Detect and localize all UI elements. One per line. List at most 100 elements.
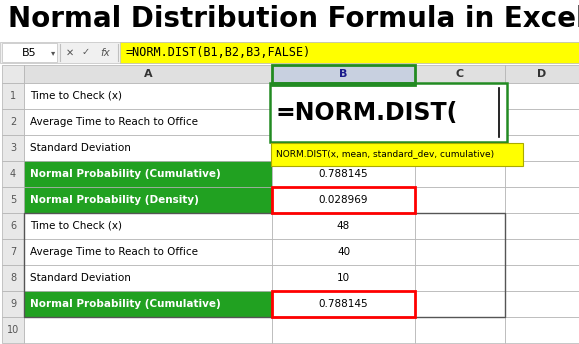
Text: 10: 10 <box>7 325 19 335</box>
Bar <box>505 291 579 317</box>
Bar <box>2 265 24 291</box>
Bar <box>272 291 415 317</box>
Bar <box>415 291 505 317</box>
Bar <box>272 317 415 343</box>
Bar <box>505 109 579 135</box>
Bar <box>505 265 579 291</box>
Bar <box>415 135 505 161</box>
Text: Normal Probability (Density): Normal Probability (Density) <box>30 195 199 205</box>
Text: ▾: ▾ <box>51 48 55 57</box>
Text: 10: 10 <box>337 273 350 283</box>
Bar <box>415 161 505 187</box>
Text: Normal Probability (Cumulative): Normal Probability (Cumulative) <box>30 169 221 179</box>
Text: C: C <box>456 69 464 79</box>
Bar <box>505 65 579 83</box>
Text: 48: 48 <box>337 221 350 231</box>
Text: Average Time to Reach to Office: Average Time to Reach to Office <box>30 117 198 127</box>
Text: 0.028969: 0.028969 <box>319 195 368 205</box>
Bar <box>415 109 505 135</box>
Bar <box>24 317 272 343</box>
Bar <box>415 265 505 291</box>
Bar <box>505 317 579 343</box>
Bar <box>24 239 272 265</box>
Text: fx: fx <box>100 47 110 57</box>
Bar <box>272 65 415 83</box>
Text: 0.788145: 0.788145 <box>318 299 368 309</box>
Bar <box>24 265 272 291</box>
Bar <box>505 213 579 239</box>
Text: B: B <box>339 69 347 79</box>
Bar <box>24 291 272 317</box>
Bar <box>2 43 57 62</box>
Bar <box>2 187 24 213</box>
Text: 8: 8 <box>10 273 16 283</box>
Bar <box>24 109 272 135</box>
Bar <box>2 161 24 187</box>
Text: ✕: ✕ <box>66 47 74 57</box>
Bar <box>415 187 505 213</box>
Bar <box>505 239 579 265</box>
Bar <box>2 65 24 83</box>
Text: ✓: ✓ <box>82 47 90 57</box>
Text: B5: B5 <box>22 47 37 57</box>
Bar <box>272 161 415 187</box>
Bar <box>120 42 579 63</box>
Text: Standard Deviation: Standard Deviation <box>30 273 131 283</box>
Bar <box>2 291 24 317</box>
Bar <box>2 109 24 135</box>
Bar <box>272 187 415 213</box>
Text: 1: 1 <box>10 91 16 101</box>
Text: 40: 40 <box>337 247 350 257</box>
Text: Normal Distribution Formula in Excel: Normal Distribution Formula in Excel <box>8 5 579 33</box>
Bar <box>2 239 24 265</box>
Bar <box>24 161 272 187</box>
Text: =NORM.DIST(B1,B2,B3,FALSE): =NORM.DIST(B1,B2,B3,FALSE) <box>125 46 310 59</box>
Text: 2: 2 <box>10 117 16 127</box>
Text: A: A <box>144 69 152 79</box>
Bar <box>415 65 505 83</box>
Bar <box>272 291 415 317</box>
Bar <box>2 213 24 239</box>
Text: 6: 6 <box>10 221 16 231</box>
Bar <box>505 187 579 213</box>
Bar <box>272 265 415 291</box>
Bar <box>505 83 579 109</box>
Bar <box>272 65 415 85</box>
Text: 3: 3 <box>10 143 16 153</box>
Bar <box>2 135 24 161</box>
Bar <box>24 213 272 239</box>
Bar <box>272 213 415 239</box>
Bar <box>272 187 415 213</box>
Bar <box>271 142 523 165</box>
Bar <box>24 83 272 109</box>
Bar <box>2 317 24 343</box>
Text: 0.788145: 0.788145 <box>318 169 368 179</box>
Text: 5: 5 <box>10 195 16 205</box>
Text: NORM.DIST(x, mean, standard_dev, cumulative): NORM.DIST(x, mean, standard_dev, cumulat… <box>276 150 494 159</box>
Bar <box>505 135 579 161</box>
Bar <box>270 83 507 141</box>
Text: 4: 4 <box>10 169 16 179</box>
Text: Normal Probability (Cumulative): Normal Probability (Cumulative) <box>30 299 221 309</box>
Text: Average Time to Reach to Office: Average Time to Reach to Office <box>30 247 198 257</box>
Bar <box>2 83 24 109</box>
Bar <box>24 187 272 213</box>
Text: 9: 9 <box>10 299 16 309</box>
Bar <box>505 161 579 187</box>
Bar <box>272 83 415 109</box>
Bar <box>272 239 415 265</box>
Bar <box>272 109 415 135</box>
Text: 7: 7 <box>10 247 16 257</box>
Bar <box>415 83 505 109</box>
Text: Standard Deviation: Standard Deviation <box>30 143 131 153</box>
Bar <box>272 135 415 161</box>
Bar <box>24 213 505 317</box>
Text: =NORM.DIST(: =NORM.DIST( <box>276 101 459 126</box>
Text: D: D <box>537 69 547 79</box>
Bar <box>24 135 272 161</box>
Bar <box>24 65 272 83</box>
Text: Time to Check (x): Time to Check (x) <box>30 91 122 101</box>
Bar <box>0 42 579 63</box>
Bar <box>415 239 505 265</box>
Text: Time to Check (x): Time to Check (x) <box>30 221 122 231</box>
